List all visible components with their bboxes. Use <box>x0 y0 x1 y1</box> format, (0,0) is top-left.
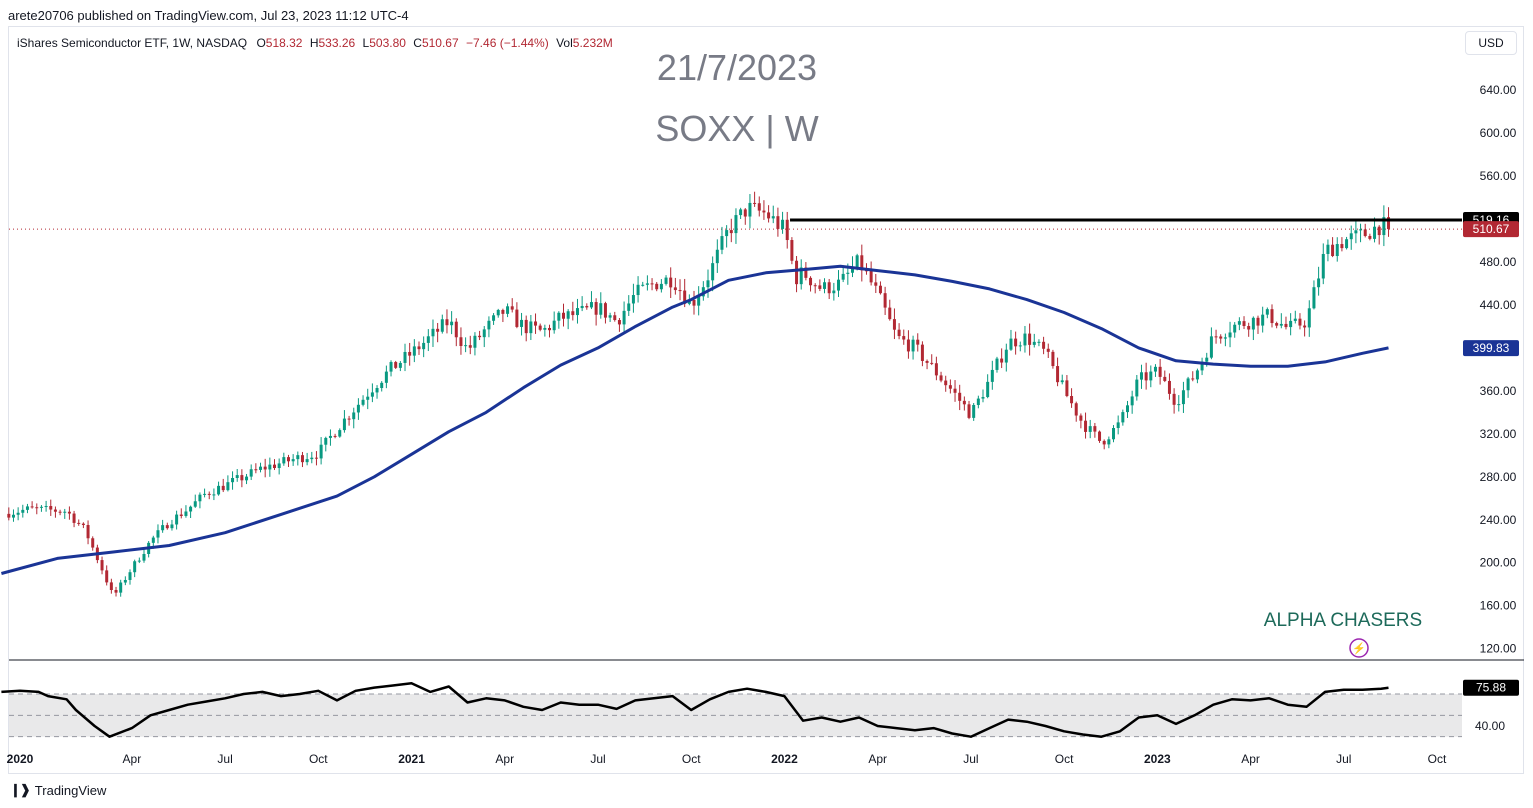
footer-brand: TradingView <box>34 782 107 798</box>
close-value: 510.67 <box>421 36 459 50</box>
chart-frame <box>8 26 1524 774</box>
volume-value: 5.232M <box>572 36 613 50</box>
low-value: 503.80 <box>369 36 406 50</box>
close-label: C <box>413 36 422 50</box>
publisher-credit: arete20706 published on TradingView.com,… <box>8 8 409 23</box>
low-label: L <box>362 36 370 50</box>
open-label: O <box>256 36 266 50</box>
volume-label: Vol <box>556 36 573 50</box>
change-value: −7.46 (−1.44%) <box>466 36 549 50</box>
high-label: H <box>309 36 319 50</box>
footer: ❙❱ TradingView <box>10 782 106 798</box>
symbol-name: iShares Semiconductor ETF, 1W, NASDAQ <box>17 36 248 50</box>
tradingview-logo-icon: ❙❱ <box>10 782 31 797</box>
open-value: 518.32 <box>265 36 303 50</box>
high-value: 533.26 <box>318 36 356 50</box>
currency-button[interactable]: USD <box>1465 31 1517 55</box>
symbol-legend: iShares Semiconductor ETF, 1W, NASDAQ O5… <box>17 36 613 50</box>
